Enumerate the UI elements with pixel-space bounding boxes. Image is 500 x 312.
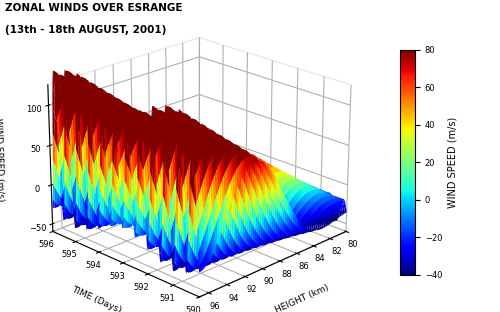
- Y-axis label: TIME (Days): TIME (Days): [70, 284, 122, 312]
- Text: ZONAL WINDS OVER ESRANGE: ZONAL WINDS OVER ESRANGE: [5, 3, 182, 13]
- X-axis label: HEIGHT (km): HEIGHT (km): [274, 283, 331, 312]
- Y-axis label: WIND SPEED (m/s): WIND SPEED (m/s): [448, 117, 458, 208]
- Text: (13th - 18th AUGUST, 2001): (13th - 18th AUGUST, 2001): [5, 25, 166, 35]
